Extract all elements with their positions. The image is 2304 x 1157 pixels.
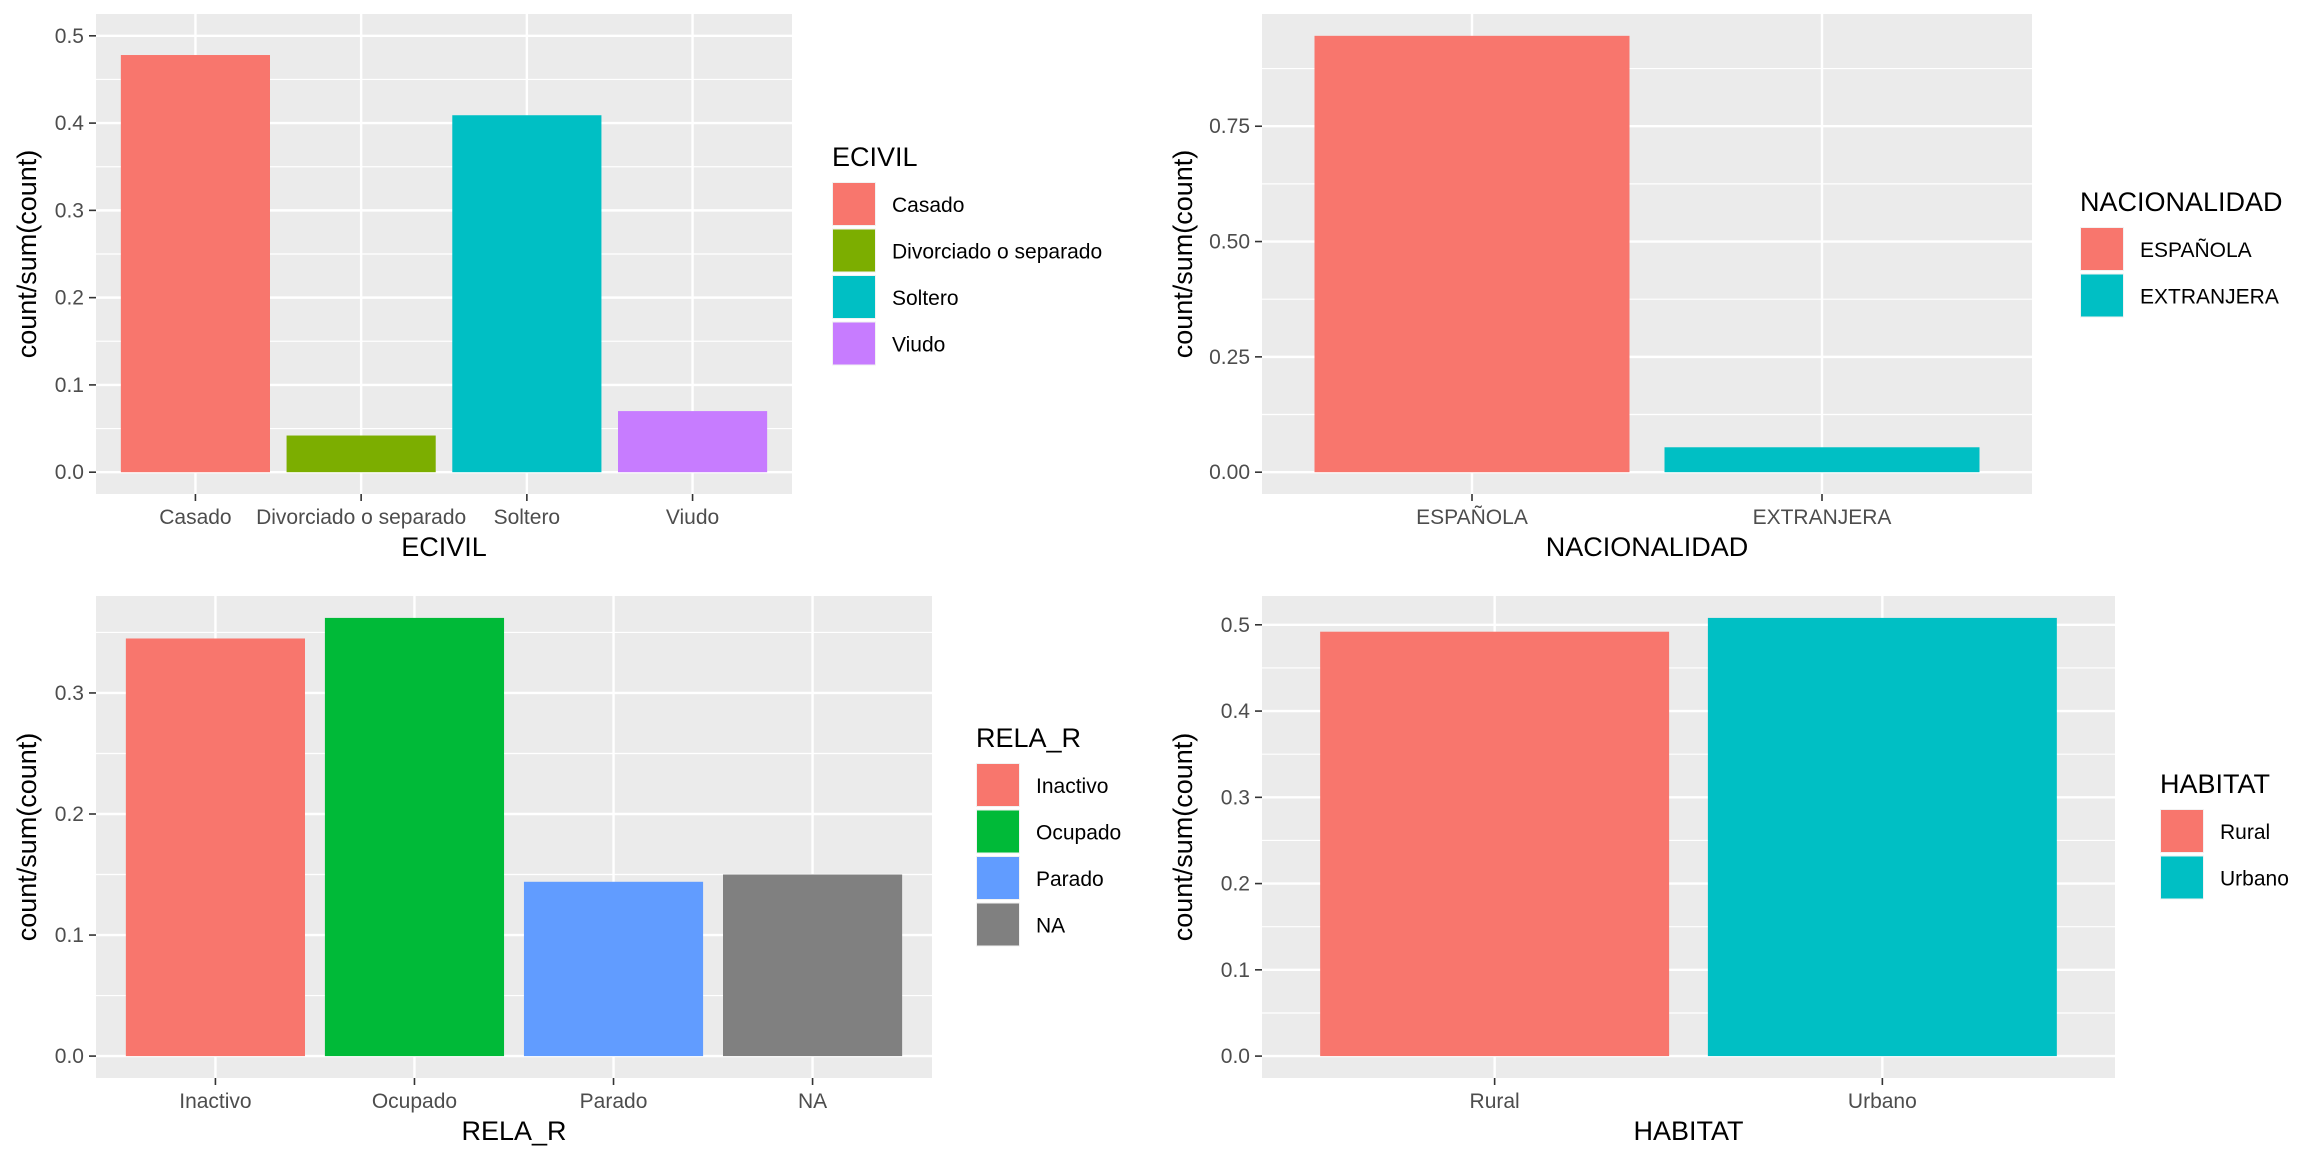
x-axis-title: ECIVIL [401,532,487,562]
legend-rela-r: RELA_R Inactivo Ocupado Parado NA [976,723,1121,947]
x-tick-label: Ocupado [372,1090,457,1113]
legend-swatch-espa-ola [2081,228,2123,270]
legend-swatch-soltero [833,276,875,318]
y-tick-label: 0.3 [1221,786,1250,809]
y-tick-label: 0.0 [1221,1045,1250,1068]
x-tick-label: Urbano [1848,1090,1917,1113]
legend-label-inactivo: Inactivo [1036,775,1108,798]
y-tick-label: 0.1 [1221,959,1250,982]
legend-swatch-na [977,903,1019,946]
legend-label-divorciado-o-separado: Divorciado o separado [892,241,1102,264]
legend-title: ECIVIL [832,142,918,172]
y-tick-label: 0.50 [1209,231,1250,254]
bar-viudo [618,411,768,473]
bar-divorciado-o-separado [286,435,436,473]
legend-swatch-extranjera [2081,274,2123,317]
x-tick-label: EXTRANJERA [1753,506,1892,529]
x-tick-label: NA [798,1090,827,1113]
legend-habitat: HABITAT Rural Urbano [2160,769,2289,900]
x-tick-label: Casado [159,506,231,529]
y-tick-label: 0.4 [55,112,85,135]
legend-swatch-viudo [833,322,875,365]
bar-na [723,874,903,1057]
legend-label-espa-ola: ESPAÑOLA [2140,238,2252,262]
legend-swatch-rural [2161,810,2203,852]
legend-label-soltero: Soltero [892,287,959,310]
y-axis-title: count/sum(count) [1168,733,1198,942]
y-tick-label: 0.2 [55,803,84,826]
y-tick-label: 0.75 [1209,115,1250,138]
x-tick-label: Parado [580,1090,648,1113]
legend-label-rural: Rural [2220,821,2270,844]
y-tick-label: 0.1 [55,924,84,947]
x-axis-title: RELA_R [461,1116,566,1146]
legend-label-na: NA [1036,915,1065,938]
x-tick-label: Rural [1470,1090,1520,1113]
legend-swatch-urbano [2161,856,2203,899]
y-tick-label: 0.4 [1221,700,1251,723]
x-tick-label: Inactivo [179,1090,251,1113]
x-axis-title: HABITAT [1633,1116,1743,1146]
legend-title: NACIONALIDAD [2080,187,2283,217]
y-axis-title: count/sum(count) [1168,150,1198,359]
bar-parado [523,881,704,1057]
legend-swatch-inactivo [977,764,1019,806]
legend-label-viudo: Viudo [892,334,945,357]
legend-label-urbano: Urbano [2220,868,2289,891]
bar-ocupado [324,617,505,1057]
legend-swatch-parado [977,857,1019,899]
x-tick-label: Divorciado o separado [256,506,466,529]
legend-swatch-ocupado [977,810,1019,853]
y-tick-label: 0.2 [1221,873,1250,896]
y-tick-label: 0.0 [55,461,84,484]
x-tick-label: ESPAÑOLA [1416,505,1528,529]
y-tick-label: 0.3 [55,682,84,705]
bar-rural [1320,631,1670,1057]
bar-urbano [1707,617,2057,1057]
legend-label-casado: Casado [892,194,964,217]
legend-swatch-casado [833,183,875,225]
legend-title: RELA_R [976,723,1081,753]
y-axis-title: count/sum(count) [12,150,42,359]
y-tick-label: 0.3 [55,199,84,222]
y-tick-label: 0.0 [55,1045,84,1068]
bar-extranjera [1664,447,1980,473]
bar-soltero [452,115,602,473]
legend-label-parado: Parado [1036,868,1104,891]
y-tick-label: 0.2 [55,287,84,310]
y-axis-title: count/sum(count) [12,733,42,942]
x-tick-label: Viudo [666,506,719,529]
y-tick-label: 0.5 [1221,614,1250,637]
x-axis-title: NACIONALIDAD [1546,532,1749,562]
x-tick-label: Soltero [494,506,561,529]
legend-label-extranjera: EXTRANJERA [2140,286,2279,309]
y-tick-label: 0.5 [55,25,84,48]
y-tick-label: 0.00 [1209,461,1250,484]
legend-label-ocupado: Ocupado [1036,822,1121,845]
legend-swatch-divorciado-o-separado [833,229,875,272]
y-tick-label: 0.1 [55,374,84,397]
panel-ecivil: 0.0 0.1 0.2 0.3 0.4 0.5 Casado Divorciado o sep… [12,14,1102,562]
bar-inactivo [125,638,305,1057]
legend-ecivil: ECIVIL Casado Divorciado o separado Soltero… [832,142,1102,366]
legend-nacionalidad: NACIONALIDAD ESPAÑOLA EXTRANJERA [2080,187,2283,318]
y-tick-label: 0.25 [1209,346,1250,369]
bar-casado [120,55,270,473]
panel-habitat: 0.0 0.1 0.2 0.3 0.4 0.5 Rural Urbano HABITAT coun… [1168,596,2289,1146]
bar-espa-ola [1314,35,1630,473]
legend-title: HABITAT [2160,769,2270,799]
